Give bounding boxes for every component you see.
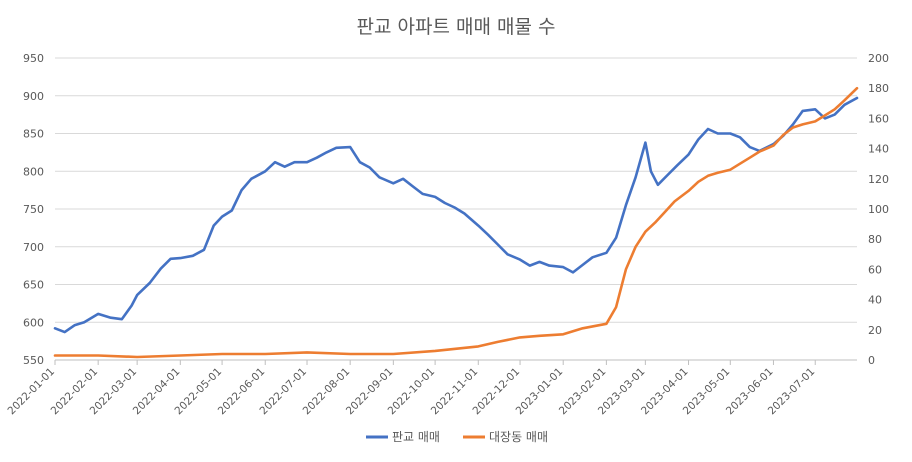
y-right-tick-label: 200 <box>868 52 889 65</box>
y-left-tick-label: 950 <box>23 52 44 65</box>
y-right-tick-label: 60 <box>868 263 882 276</box>
y-right-tick-label: 40 <box>868 294 882 307</box>
y-left-tick-label: 900 <box>23 90 44 103</box>
y-axis-right: 0 20 40 60 80 100 120 140 160 180 200 <box>868 52 889 367</box>
legend-label-2: 대장동 매매 <box>489 430 548 444</box>
y-right-tick-label: 120 <box>868 173 889 186</box>
y-left-tick-label: 800 <box>23 165 44 178</box>
y-left-tick-label: 750 <box>23 203 44 216</box>
x-axis: 2022-01-012022-02-012022-03-012022-04-01… <box>5 359 857 417</box>
y-axis-left: 550 600 650 700 750 800 850 900 950 <box>23 52 44 367</box>
y-left-tick-label: 700 <box>23 241 44 254</box>
y-left-tick-label: 600 <box>23 316 44 329</box>
y-right-tick-label: 160 <box>868 112 889 125</box>
y-right-tick-label: 180 <box>868 82 889 95</box>
series-line-2 <box>53 86 859 359</box>
y-left-tick-label: 650 <box>23 279 44 292</box>
series-lines <box>53 86 859 359</box>
y-right-tick-label: 0 <box>868 354 875 367</box>
y-right-tick-label: 100 <box>868 203 889 216</box>
chart-title: 판교 아파트 매매 매물 수 <box>356 16 556 38</box>
y-right-tick-label: 140 <box>868 143 889 156</box>
legend-label-1: 판교 매매 <box>392 430 440 444</box>
y-right-tick-label: 20 <box>868 324 882 337</box>
series-line-1 <box>53 96 859 334</box>
y-left-tick-label: 550 <box>23 354 44 367</box>
y-left-tick-label: 850 <box>23 128 44 141</box>
legend: 판교 매매 대장동 매매 <box>366 430 548 444</box>
y-right-tick-label: 80 <box>868 233 882 246</box>
